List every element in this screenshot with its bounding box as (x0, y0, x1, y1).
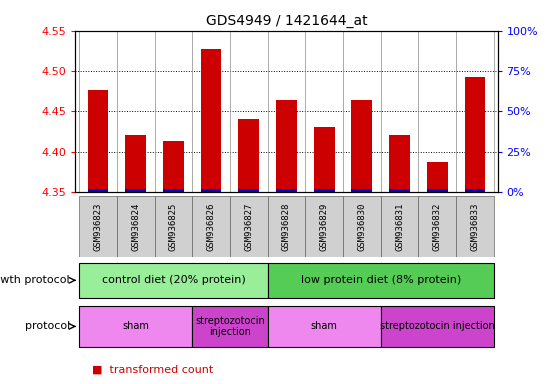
Bar (88, 189, 108, 192)
Bar (88, 90, 108, 192)
Text: low protein diet (8% protein): low protein diet (8% protein) (301, 275, 461, 285)
Bar (305, 196, 343, 257)
Text: GSM936833: GSM936833 (471, 202, 480, 251)
Bar (427, 189, 448, 192)
Text: GSM936824: GSM936824 (131, 202, 140, 251)
Bar (201, 49, 221, 192)
Bar (192, 196, 230, 257)
Text: GSM936831: GSM936831 (395, 202, 404, 251)
Bar (192, 306, 268, 347)
Bar (352, 100, 372, 192)
Bar (276, 189, 297, 192)
Bar (79, 263, 268, 298)
Bar (163, 189, 184, 192)
Text: GSM936827: GSM936827 (244, 202, 253, 251)
Bar (381, 196, 418, 257)
Bar (79, 196, 117, 257)
Bar (239, 119, 259, 192)
Bar (343, 196, 381, 257)
Bar (117, 196, 155, 257)
Bar (125, 189, 146, 192)
Text: streptozotocin injection: streptozotocin injection (380, 321, 495, 331)
Text: sham: sham (311, 321, 338, 331)
Text: GSM936826: GSM936826 (207, 202, 216, 251)
Bar (276, 100, 297, 192)
Bar (163, 141, 184, 192)
Bar (389, 189, 410, 192)
Text: GSM936823: GSM936823 (93, 202, 102, 251)
Bar (155, 196, 192, 257)
Bar (465, 189, 485, 192)
Text: streptozotocin
injection: streptozotocin injection (195, 316, 265, 337)
Bar (418, 196, 456, 257)
Bar (268, 196, 305, 257)
Text: ■  transformed count: ■ transformed count (92, 365, 214, 375)
Text: GSM936825: GSM936825 (169, 202, 178, 251)
Bar (314, 127, 334, 192)
Text: sham: sham (122, 321, 149, 331)
Bar (314, 189, 334, 192)
Text: GSM936828: GSM936828 (282, 202, 291, 251)
Bar (465, 77, 485, 192)
Title: GDS4949 / 1421644_at: GDS4949 / 1421644_at (206, 14, 367, 28)
Bar (352, 189, 372, 192)
Bar (230, 196, 268, 257)
Bar (268, 306, 381, 347)
Bar (381, 306, 494, 347)
Bar (389, 135, 410, 192)
Bar (427, 162, 448, 192)
Text: growth protocol: growth protocol (0, 275, 70, 285)
Bar (456, 196, 494, 257)
Text: GSM936832: GSM936832 (433, 202, 442, 251)
Bar (268, 263, 494, 298)
Text: GSM936830: GSM936830 (357, 202, 366, 251)
Bar (239, 189, 259, 192)
Bar (125, 135, 146, 192)
Text: protocol: protocol (25, 321, 70, 331)
Text: GSM936829: GSM936829 (320, 202, 329, 251)
Text: control diet (20% protein): control diet (20% protein) (102, 275, 245, 285)
Bar (201, 189, 221, 192)
Bar (79, 306, 192, 347)
